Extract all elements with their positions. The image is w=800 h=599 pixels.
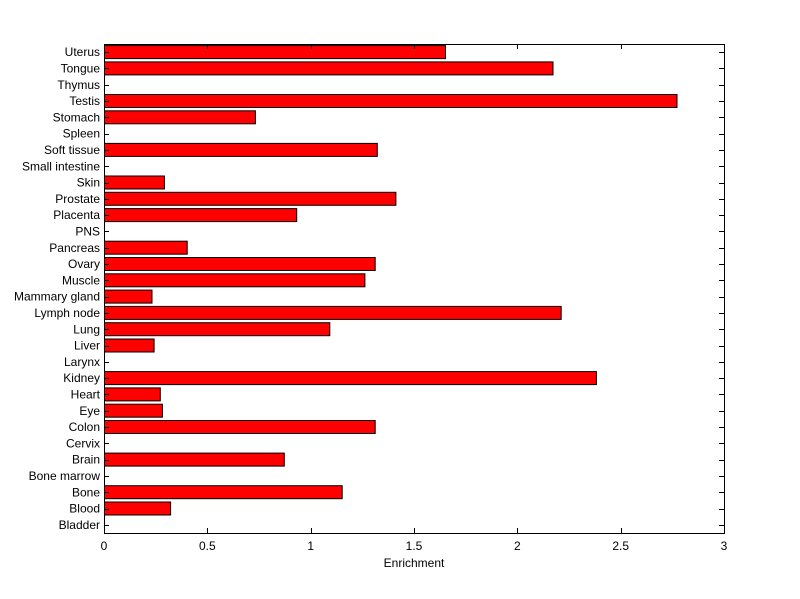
y-tick-label-bone-marrow: Bone marrow	[29, 469, 101, 483]
plot-frame	[104, 44, 725, 534]
y-tick-label-blood: Blood	[69, 502, 100, 516]
y-tick-label-spleen: Spleen	[63, 127, 100, 141]
bar-eye	[104, 403, 163, 418]
y-tick-label-uterus: Uterus	[65, 45, 100, 59]
y-tick-label-colon: Colon	[69, 420, 100, 434]
bar-muscle	[104, 273, 366, 288]
bar-tongue	[104, 61, 554, 76]
x-tick-label: 0.5	[199, 539, 216, 553]
y-tick-label-thymus: Thymus	[57, 78, 100, 92]
y-tick-label-muscle: Muscle	[62, 273, 100, 287]
x-tick-label: 1.5	[406, 539, 423, 553]
x-tick-label: 2.5	[612, 539, 629, 553]
bar-uterus	[104, 45, 446, 60]
y-tick-label-soft-tissue: Soft tissue	[44, 143, 100, 157]
bar-testis	[104, 94, 678, 108]
bar-blood	[104, 501, 172, 516]
bar-heart	[104, 387, 161, 402]
bar-lymph-node	[104, 305, 562, 320]
y-tick-label-bladder: Bladder	[59, 518, 100, 532]
y-tick-label-pns: PNS	[75, 224, 100, 238]
y-tick-label-stomach: Stomach	[53, 110, 100, 124]
x-tick-label: 0	[101, 539, 108, 553]
bar-bone	[104, 485, 343, 500]
bar-skin	[104, 175, 165, 190]
y-tick-label-mammary-gland: Mammary gland	[14, 290, 100, 304]
y-tick-label-liver: Liver	[74, 339, 100, 353]
x-axis-label: Enrichment	[384, 556, 445, 570]
bar-ovary	[104, 257, 376, 271]
bar-kidney	[104, 371, 597, 386]
y-tick-label-ovary: Ovary	[68, 257, 100, 271]
y-tick-label-tongue: Tongue	[61, 61, 101, 75]
y-tick-label-pancreas: Pancreas	[49, 241, 100, 255]
bar-liver	[104, 338, 155, 353]
y-tick-label-small-intestine: Small intestine	[22, 159, 100, 173]
x-tick-label: 3	[721, 539, 728, 553]
bar-colon	[104, 420, 376, 434]
y-tick-label-larynx: Larynx	[64, 355, 100, 369]
x-tick-label: 1	[307, 539, 314, 553]
y-axis-ticks: Bladder Blood Bone Bone marrow Brain Cervix Co…	[14, 45, 724, 532]
bars-group	[104, 45, 678, 516]
y-tick-label-kidney: Kidney	[63, 371, 100, 385]
x-tick-label: 2	[514, 539, 521, 553]
bar-pancreas	[104, 240, 188, 255]
bar-mammary-gland	[104, 289, 153, 304]
bar-placenta	[104, 208, 298, 223]
y-tick-label-bone: Bone	[72, 485, 100, 499]
y-tick-label-lung: Lung	[73, 322, 100, 336]
y-tick-label-prostate: Prostate	[55, 192, 100, 206]
y-tick-label-placenta: Placenta	[53, 208, 100, 222]
bar-lung	[104, 322, 331, 337]
bar-prostate	[104, 191, 397, 206]
y-tick-label-cervix: Cervix	[66, 436, 100, 450]
y-tick-label-skin: Skin	[77, 176, 100, 190]
y-tick-label-testis: Testis	[69, 94, 100, 108]
y-tick-label-eye: Eye	[79, 404, 100, 418]
bar-stomach	[104, 110, 256, 125]
y-tick-label-heart: Heart	[71, 387, 101, 401]
y-tick-label-lymph-node: Lymph node	[34, 306, 100, 320]
bar-soft-tissue	[104, 142, 378, 157]
bar-brain	[104, 452, 285, 467]
y-tick-label-brain: Brain	[72, 453, 100, 467]
